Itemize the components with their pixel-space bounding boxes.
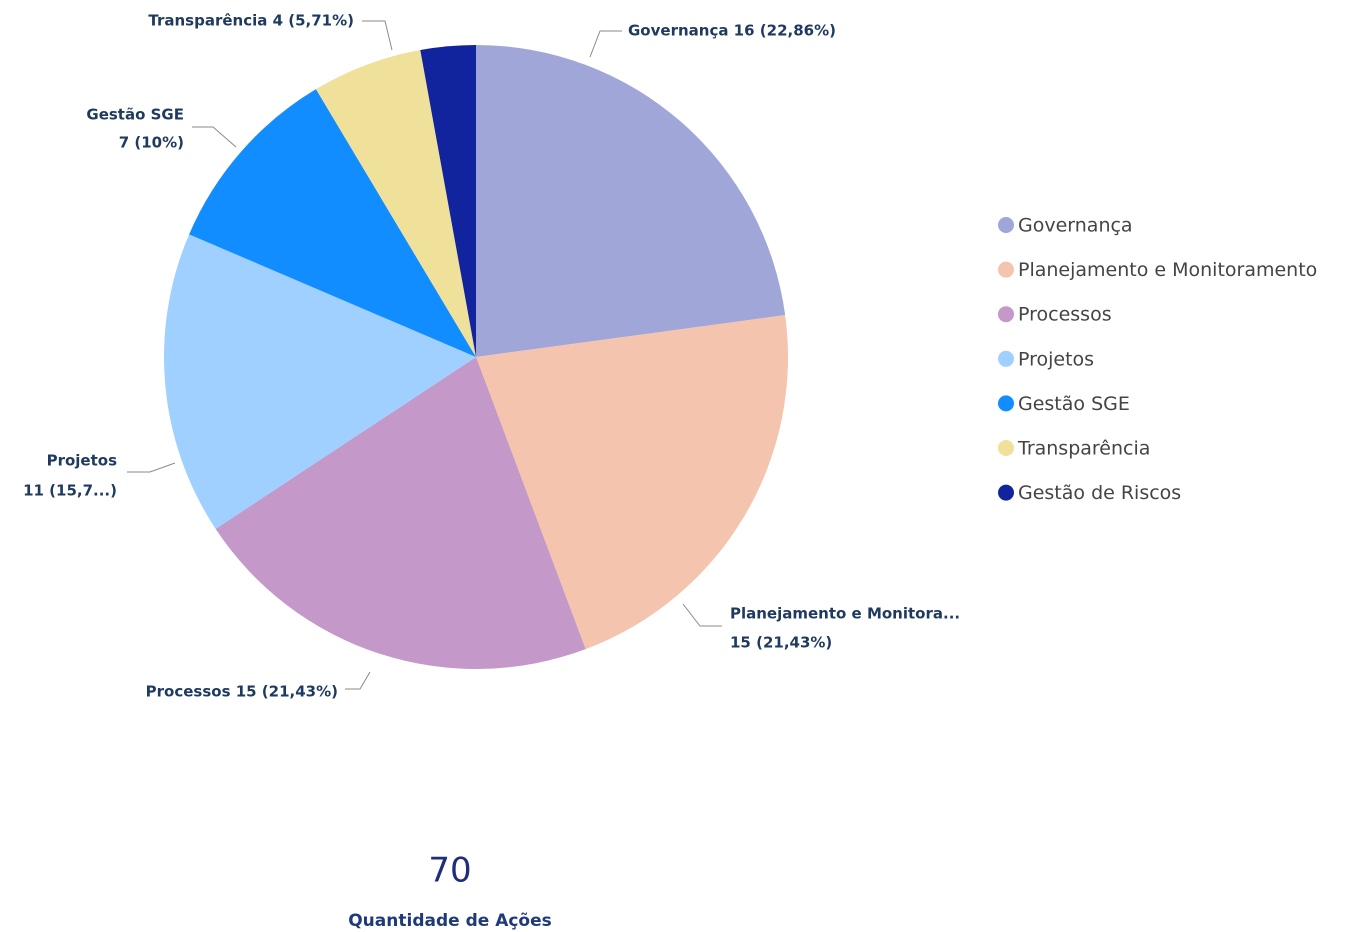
pie-slice [476, 315, 788, 650]
data-label: 15 (21,43%) [730, 634, 832, 652]
pie-slice [189, 89, 476, 358]
leader-line [192, 126, 237, 148]
legend-label: Planejamento e Monitoramento [1018, 259, 1317, 281]
legend-label: Transparência [1017, 438, 1150, 460]
leader-line [345, 671, 371, 690]
data-label: Transparência 4 (5,71%) [148, 12, 354, 30]
legend-marker [998, 217, 1014, 233]
card-value: 70 [428, 851, 471, 891]
data-label: 11 (15,7...) [23, 482, 117, 500]
legend-marker [998, 306, 1014, 323]
legend-label: Projetos [1018, 348, 1094, 370]
legend-label: Gestão de Riscos [1018, 482, 1181, 504]
data-label: 7 (10%) [119, 134, 184, 152]
card-label: Quantidade de Ações [348, 911, 552, 931]
pie-slice [215, 357, 586, 670]
data-label: Planejamento e Monitora... [730, 605, 960, 623]
legend-marker [998, 484, 1014, 501]
legend-marker [998, 395, 1014, 412]
leader-line [682, 603, 722, 627]
legend-marker [998, 440, 1014, 456]
legend-label: Governança [1018, 215, 1133, 237]
legend-marker [998, 350, 1014, 367]
data-label: Processos 15 (21,43%) [146, 683, 338, 701]
pie-slice [476, 45, 786, 357]
pie-slice [315, 50, 476, 357]
legend-label: Gestão SGE [1018, 393, 1130, 415]
data-label: Gestão SGE [86, 106, 184, 124]
leader-line [362, 20, 393, 51]
legend-label: Processos [1018, 304, 1112, 326]
legend-marker [998, 261, 1014, 278]
leader-line [589, 30, 622, 58]
leader-line [127, 462, 176, 473]
data-label: Projetos [47, 452, 117, 470]
data-label: Governança 16 (22,86%) [628, 22, 836, 40]
pie-slice [164, 234, 476, 529]
pie-slice [420, 45, 476, 357]
